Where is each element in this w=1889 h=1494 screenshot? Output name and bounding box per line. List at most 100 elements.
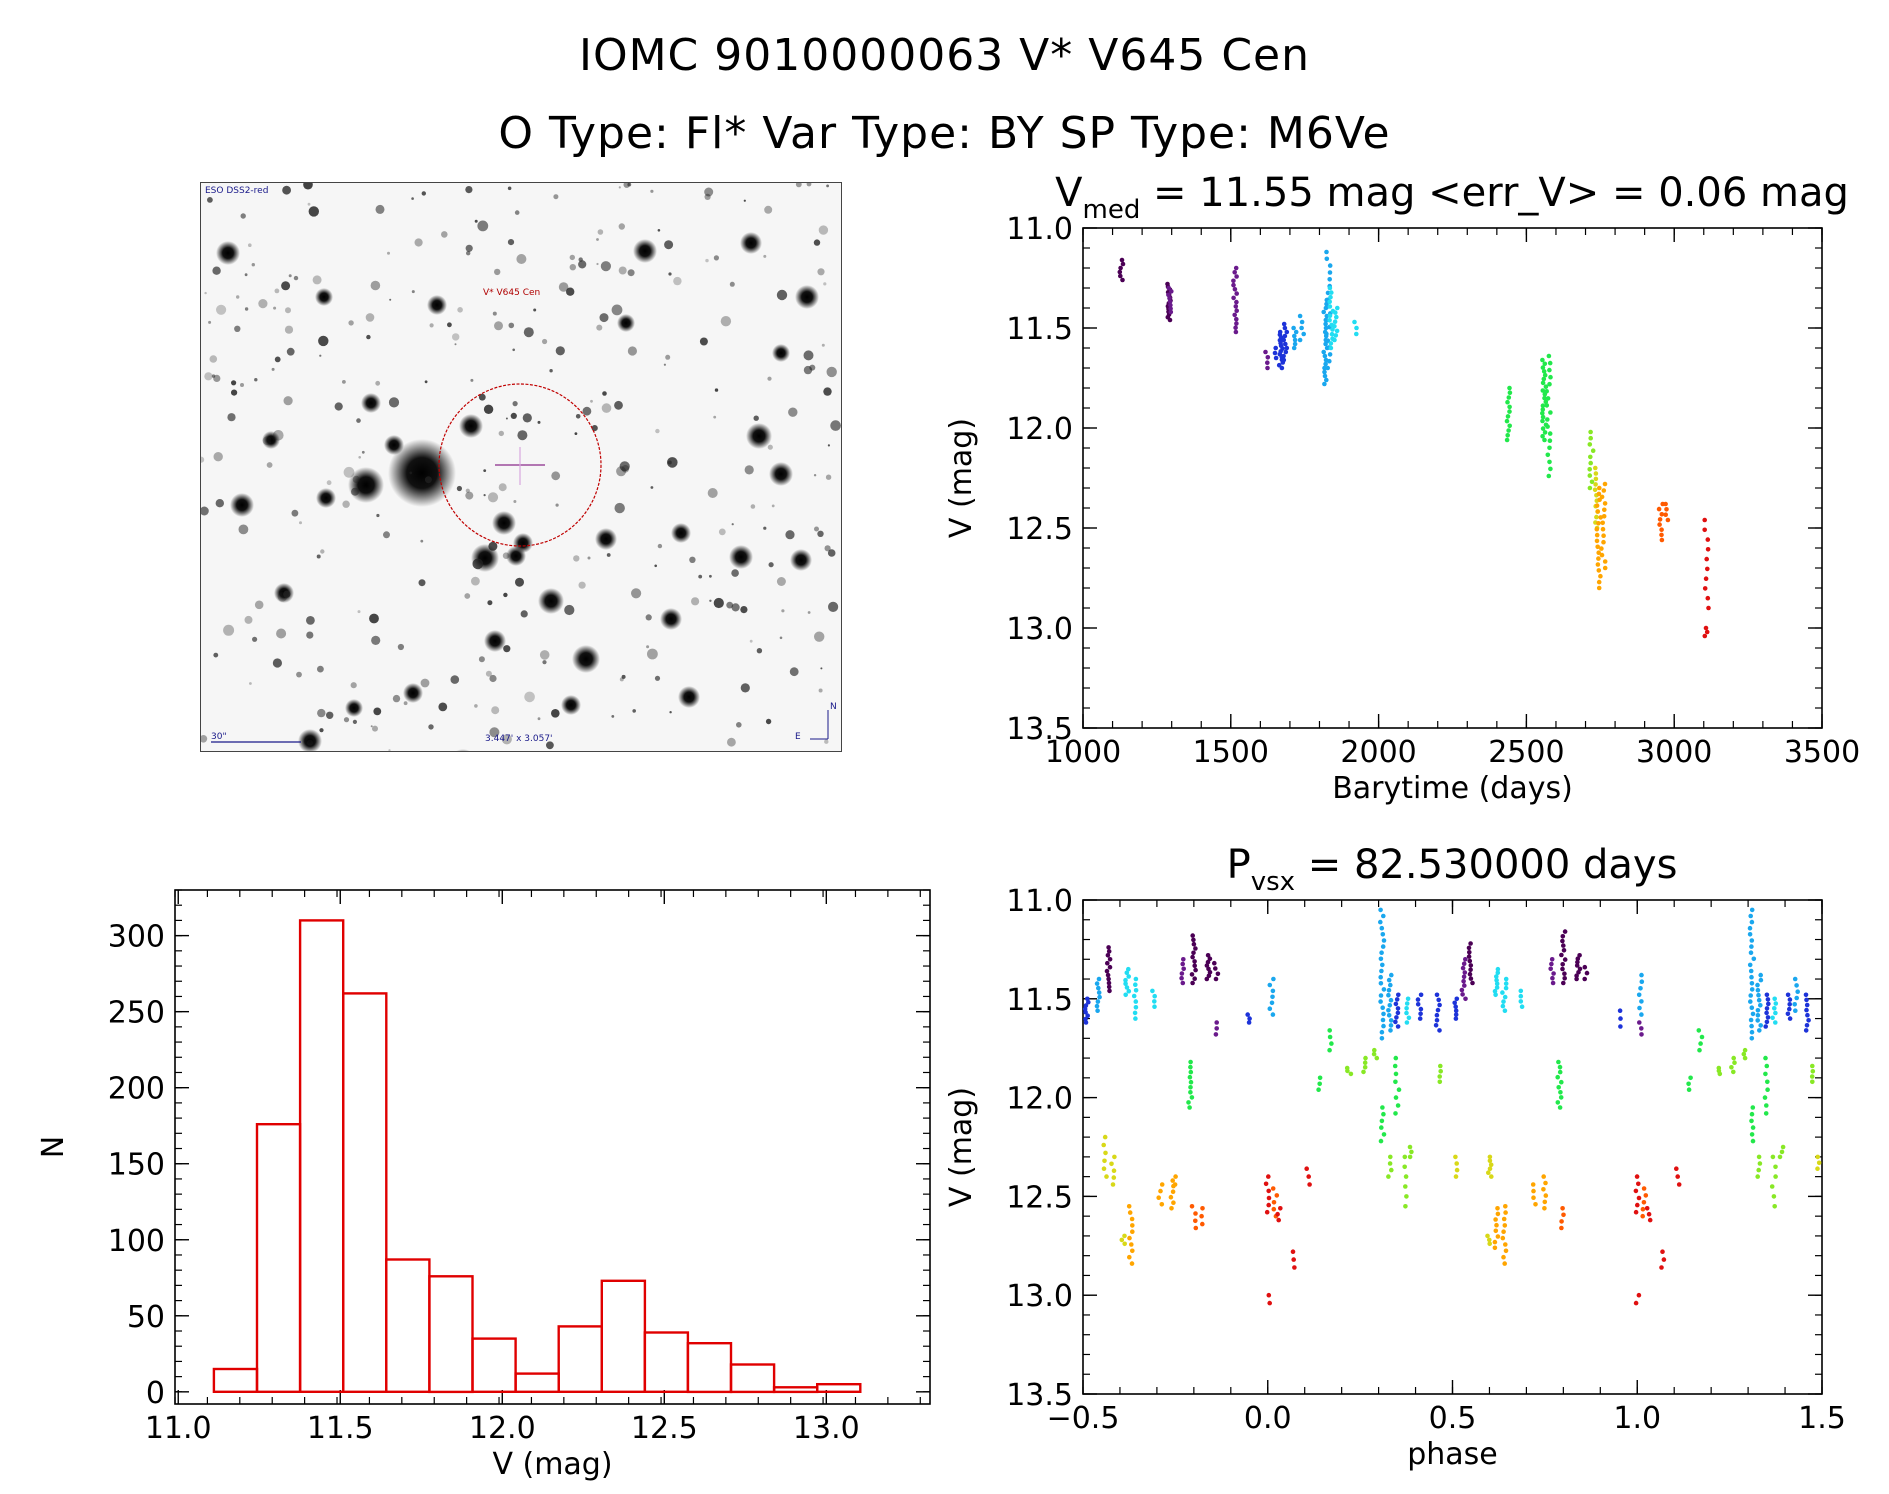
phase-point — [1274, 1193, 1280, 1198]
phase-point — [1266, 1174, 1271, 1179]
finder-star — [372, 725, 378, 732]
lightcurve-point — [1272, 350, 1278, 356]
lightcurve-point — [1595, 544, 1600, 550]
phase-point — [1749, 1118, 1754, 1124]
lightcurve-point — [1543, 384, 1549, 390]
finder-star — [689, 556, 696, 563]
phase-point — [1123, 981, 1128, 987]
lightcurve-point — [1334, 328, 1340, 334]
finder-star — [578, 581, 586, 589]
phase-point — [1083, 1016, 1088, 1022]
phase-point — [1317, 1081, 1322, 1087]
finder-star — [464, 593, 471, 599]
phase-point — [1765, 1079, 1770, 1085]
finder-star — [240, 213, 246, 219]
finder-star — [803, 365, 813, 375]
phase-point — [1697, 1047, 1702, 1053]
finder-star — [492, 311, 497, 316]
finder-star — [234, 325, 241, 332]
phase-point — [1763, 1024, 1768, 1029]
finder-star — [619, 461, 630, 472]
phase-point — [1379, 950, 1384, 955]
phase-point — [1110, 1182, 1116, 1187]
lightcurve-point — [1504, 418, 1510, 424]
phase-point — [1461, 961, 1467, 966]
finder-star — [307, 739, 313, 746]
finder-star — [248, 243, 252, 247]
phase-point — [1518, 999, 1524, 1004]
phase-point — [1107, 964, 1113, 970]
phase-point — [1492, 1239, 1498, 1245]
phase-point — [1200, 1221, 1205, 1227]
finder-star — [671, 523, 691, 543]
phaseplot-panel: −0.5 0.0 0.5 1.0 1.5 11.0 11.5 12.0 12.5 13.0 13.5… — [944, 842, 1846, 1472]
finder-star — [286, 347, 295, 356]
finder-star — [388, 749, 391, 751]
phase-point — [1191, 937, 1196, 943]
lightcurve-point — [1656, 506, 1662, 512]
lightcurve-point — [1548, 410, 1553, 415]
finder-star — [438, 702, 448, 712]
lightcurve-point — [1593, 476, 1599, 482]
lightcurve-point — [1282, 325, 1288, 331]
phase-point — [1403, 1184, 1408, 1189]
phase-point — [1755, 1013, 1761, 1018]
lightcurve-point — [1322, 381, 1327, 387]
histogram-bar — [471, 1337, 517, 1393]
phase-point — [1406, 1015, 1412, 1021]
finder-star — [348, 320, 354, 326]
finder-star — [765, 718, 772, 725]
phase-point — [1381, 987, 1387, 992]
phase-point — [1378, 919, 1383, 925]
finder-star — [236, 295, 240, 299]
lightcurve-point — [1602, 501, 1608, 506]
finder-star — [763, 526, 767, 530]
histogram-bar — [385, 1258, 431, 1394]
finder-star — [303, 183, 313, 190]
phase-point — [1661, 1257, 1667, 1262]
phase-point — [1181, 966, 1186, 972]
phase-point — [1787, 1006, 1792, 1012]
finder-star — [830, 420, 841, 431]
x-tick-label: 11.0 — [145, 1411, 212, 1446]
finder-star — [298, 729, 322, 751]
phase-point — [1560, 934, 1566, 939]
finder-star — [251, 263, 255, 267]
phase-point — [1267, 982, 1273, 988]
phase-point — [1407, 1154, 1413, 1160]
lightcurve-point — [1335, 305, 1340, 311]
phase-point — [1407, 1144, 1413, 1150]
phase-point — [1152, 1004, 1157, 1009]
finder-star — [740, 683, 750, 693]
phase-point — [1270, 994, 1275, 1000]
lightcurve-point — [1599, 494, 1605, 500]
compass-north: N — [830, 702, 837, 712]
phase-point — [1179, 975, 1184, 981]
finder-star — [606, 553, 611, 557]
lightcurve-point — [1292, 337, 1298, 343]
finder-star — [507, 186, 512, 191]
finder-star — [596, 324, 603, 331]
lightcurve-point — [1231, 295, 1236, 301]
phase-point — [1518, 988, 1524, 994]
plot-title-text: = 82.530000 days — [1295, 842, 1677, 888]
finder-star — [746, 423, 772, 449]
phase-point — [1291, 1257, 1296, 1262]
phase-point — [1395, 1010, 1401, 1016]
finder-star — [456, 485, 462, 492]
y-tick-label: 13.5 — [1006, 1378, 1073, 1413]
lightcurve-point — [1601, 488, 1607, 493]
finder-star — [427, 295, 447, 315]
finder-star — [231, 380, 237, 386]
lightcurve-point — [1332, 319, 1338, 325]
phase-point — [1633, 1209, 1639, 1215]
finder-star — [551, 709, 560, 718]
lightcurve-point — [1327, 285, 1333, 291]
finder-star — [288, 274, 292, 278]
phase-point — [1133, 1016, 1138, 1021]
phase-point — [1804, 1007, 1809, 1013]
phase-point — [1096, 990, 1102, 995]
phase-point — [1639, 1032, 1644, 1037]
finder-star — [320, 549, 325, 554]
finder-star — [574, 432, 578, 435]
